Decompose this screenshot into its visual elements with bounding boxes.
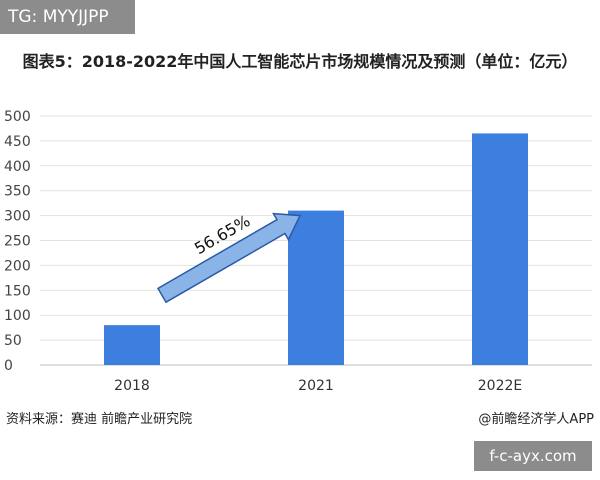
y-tick-label: 0 [4,358,13,374]
y-tick-label: 100 [4,308,31,324]
x-tick-label: 2021 [298,378,334,394]
watermark-badge: f-c-ayx.com [474,441,592,471]
y-tick-label: 50 [4,333,22,349]
source-note: 资料来源：赛迪 前瞻产业研究院 [6,412,193,427]
credit-note: @前瞻经济学人APP [478,412,594,427]
bar-2021 [288,210,344,365]
y-tick-label: 150 [4,283,31,299]
x-tick-label: 2018 [114,378,150,394]
x-tick-label: 2022E [478,378,522,394]
y-tick-label: 250 [4,234,31,250]
bar-2022E [472,133,528,365]
tg-badge: TG: MYYJJPP [0,0,135,34]
growth-arrow [156,212,302,304]
y-tick-label: 300 [4,209,31,225]
y-tick-label: 450 [4,134,31,150]
chart-title: 图表5：2018-2022年中国人工智能芯片市场规模情况及预测（单位：亿元） [22,52,578,71]
bar-2018 [104,325,160,365]
y-tick-label: 200 [4,258,31,274]
y-tick-label: 350 [4,184,31,200]
y-tick-label: 500 [4,109,31,125]
y-tick-label: 400 [4,159,31,175]
growth-arrow-shape [156,212,302,304]
